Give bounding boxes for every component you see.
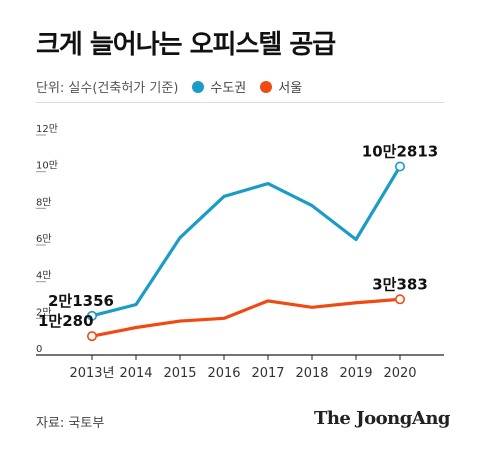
header-divider bbox=[36, 102, 444, 103]
series-line-1 bbox=[90, 297, 402, 338]
x-tick-label: 2017 bbox=[251, 366, 284, 381]
legend-label-capital-area: 수도권 bbox=[210, 81, 247, 96]
x-tick-label: 2019 bbox=[339, 366, 372, 381]
x-tick-label: 2016 bbox=[207, 366, 240, 381]
data-label: 1만280 bbox=[38, 312, 94, 330]
data-point-marker bbox=[394, 161, 405, 172]
data-point-marker bbox=[87, 310, 98, 321]
legend-row: 단위: 실수(건축허가 기준) 수도권 서울 bbox=[36, 77, 302, 96]
y-tick-label: 2만 bbox=[36, 306, 52, 318]
legend-item-capital-area: 수도권 bbox=[192, 77, 246, 96]
data-point-marker bbox=[87, 331, 98, 342]
brand-logo: The JoongAng bbox=[313, 408, 451, 429]
x-tick-label: 2013년 bbox=[69, 366, 114, 381]
series-line-0 bbox=[90, 164, 402, 318]
y-tick-label: 0 bbox=[36, 344, 42, 355]
legend-item-seoul: 서울 bbox=[260, 77, 302, 96]
chart-title: 크게 늘어나는 오피스텔 공급 bbox=[36, 30, 336, 60]
source-label: 자료: 국토부 bbox=[36, 416, 105, 431]
legend-label-seoul: 서울 bbox=[278, 81, 303, 96]
y-tick-label: 6만 bbox=[36, 233, 52, 245]
data-point-marker bbox=[394, 294, 405, 305]
data-label: 10만2813 bbox=[362, 143, 438, 161]
x-tick-label: 2014 bbox=[119, 366, 152, 381]
y-tick-label: 12만 bbox=[36, 123, 58, 135]
x-tick-label: 2015 bbox=[163, 366, 196, 381]
x-tick-label: 2020 bbox=[383, 366, 416, 381]
y-tick-label: 4만 bbox=[36, 270, 52, 282]
y-tick-label: 10만 bbox=[36, 160, 58, 172]
x-tick-label: 2018 bbox=[295, 366, 328, 381]
legend-dot-seoul-icon bbox=[260, 80, 273, 93]
data-label: 3만383 bbox=[372, 275, 428, 293]
legend-dot-capital-area-icon bbox=[192, 80, 205, 93]
y-tick-label: 8만 bbox=[36, 196, 52, 208]
unit-label: 단위: 실수(건축허가 기준) bbox=[36, 81, 179, 96]
data-label: 2만1356 bbox=[48, 292, 114, 310]
